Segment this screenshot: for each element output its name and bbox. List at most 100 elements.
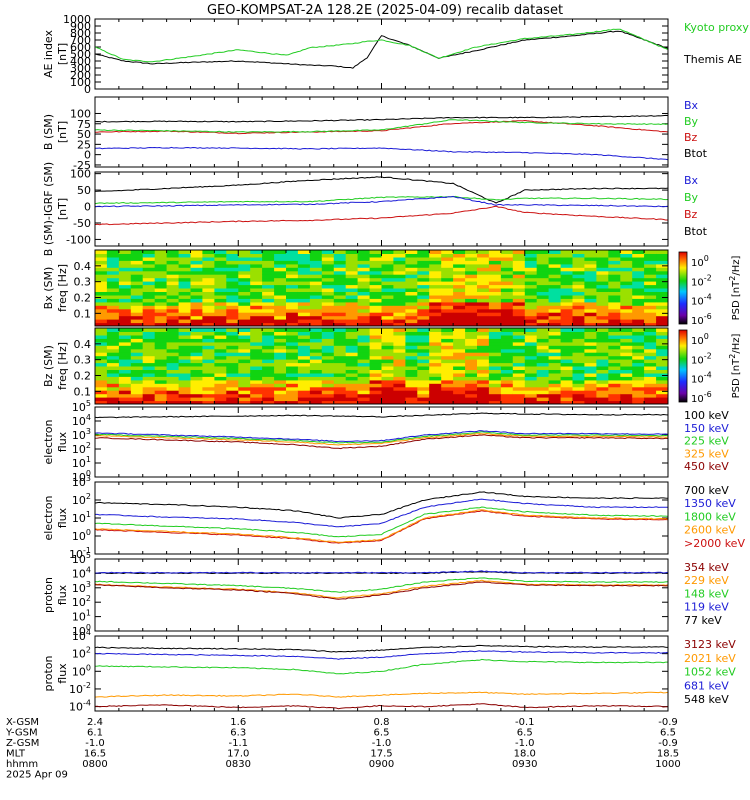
y-tick-label: 100 (70, 76, 91, 89)
y-tick-label: 100 (72, 469, 91, 484)
legend-entry: 3123 keV (684, 638, 736, 651)
legend-entry: 1350 keV (684, 497, 736, 510)
series-line (94, 577, 669, 593)
legend-entry: Btot (684, 147, 708, 160)
y-tick-label: 0.1 (74, 385, 92, 398)
x-row-value: -1.0 (515, 738, 535, 749)
y-tick-label: 50 (77, 184, 91, 197)
y-axis-label: electron (42, 420, 55, 465)
y-axis-label: flux (56, 584, 69, 605)
y-axis-label: flux (56, 507, 69, 528)
y-axis-label: [nT] (56, 198, 69, 220)
series-line (95, 498, 669, 528)
colorbar-tick-label: 10-4 (691, 293, 712, 308)
y-tick-label: 50 (77, 128, 91, 141)
y-axis-label: B (SM)-IGRF (SM) (42, 162, 55, 256)
legend-entry: Bz (684, 131, 698, 144)
y-tick-label: 0.3 (74, 354, 92, 367)
x-row-value: 6.5 (517, 728, 533, 739)
legend-entry: Bx (684, 99, 699, 112)
series-line (95, 431, 669, 444)
y-tick-label: 104 (72, 628, 91, 643)
x-row-value: 0900 (369, 759, 394, 770)
series-line (94, 28, 669, 63)
series-line (94, 412, 669, 419)
y-axis-label: proton (42, 655, 55, 691)
series-line (94, 119, 669, 133)
legend-entry: 229 keV (684, 574, 729, 587)
series-line (94, 506, 669, 538)
legend-entry: 450 keV (684, 460, 729, 473)
series-line (94, 30, 669, 69)
y-tick-label: 104 (72, 413, 91, 428)
panel-b-sm-igrf: B (SM)-IGRF (SM) [nT] -100 -50 0 50 100 Bx By Bz B… (42, 162, 708, 256)
x-row-value: 0.8 (374, 717, 390, 728)
y-tick-label: 100 (70, 107, 91, 120)
legend-entry: Bx (684, 174, 699, 187)
series-line (94, 432, 669, 446)
y-tick-label: 0 (84, 149, 91, 162)
series-line (94, 119, 669, 135)
x-row-value: 1.6 (230, 717, 246, 728)
y-tick-label: 300 (70, 62, 91, 75)
legend-entry: 700 keV (684, 484, 729, 497)
y-tick-label: 0.1 (74, 307, 92, 320)
figure-title: GEO-KOMPSAT-2A 128.2E (2025-04-09) recal… (207, 3, 563, 18)
series-line (94, 581, 668, 600)
panel-spec-bx: Bx (SM) freq [Hz] 0.1 0.2 0.3 0.4 100 10-2 10-4 1… (42, 249, 742, 327)
y-tick-label: 10-4 (69, 699, 91, 714)
series-line (94, 658, 668, 675)
x-row-value: 0800 (82, 759, 107, 770)
legend-entry: 1052 keV (684, 666, 736, 679)
legend-entry: 325 keV (684, 447, 729, 460)
y-tick-label: 101 (72, 455, 91, 470)
y-axis-label: [nT] (56, 43, 69, 65)
date-label: 2025 Apr 09 (6, 770, 68, 781)
y-tick-label: 25 (77, 138, 91, 151)
x-row-value: 16.5 (84, 749, 106, 760)
x-row-value: -0.9 (658, 738, 678, 749)
y-tick-label: 0.3 (74, 276, 92, 289)
x-row-value: -0.1 (515, 717, 535, 728)
colorbar-tick-label: 10-2 (691, 273, 712, 288)
y-tick-label: 103 (72, 580, 91, 595)
y-tick-label: 800 (70, 27, 91, 40)
series-line (94, 146, 669, 161)
legend-entry: Themis AE (683, 53, 742, 66)
x-row-value: 17.0 (227, 749, 249, 760)
legend-entry: 354 keV (684, 561, 729, 574)
legend-entry: Btot (684, 225, 708, 238)
x-row-value: -0.9 (658, 717, 678, 728)
x-row-value: 0930 (512, 759, 537, 770)
series-line (94, 195, 669, 208)
y-tick-label: 102 (72, 594, 91, 609)
legend-entry: 150 keV (684, 422, 729, 435)
y-tick-label: -100 (66, 233, 91, 246)
y-tick-label: 1000 (63, 13, 91, 26)
legend-entry: 148 keV (684, 587, 729, 600)
x-row-value: 17.5 (370, 749, 392, 760)
y-tick-label: 500 (70, 48, 91, 61)
y-axis-label: [nT] (56, 121, 69, 143)
y-tick-label: 400 (70, 55, 91, 68)
series-line (94, 571, 669, 575)
y-tick-label: 0 (84, 201, 91, 214)
spectrogram (95, 328, 669, 405)
y-tick-label: 900 (70, 20, 91, 33)
y-tick-label: 200 (70, 69, 91, 82)
y-axis-label: B (SM) (42, 114, 55, 150)
legend-entry: 548 keV (684, 693, 729, 706)
panel-ae: AE index [nT] 0100200300400500600700800900… (42, 13, 750, 96)
y-tick-label: -25 (73, 159, 91, 172)
legend-entry: 119 keV (684, 601, 729, 614)
colorbar-tick-label: 10-2 (691, 351, 712, 366)
y-tick-label: 101 (72, 609, 91, 624)
x-row-label: Z-GSM (6, 738, 39, 749)
series-line (94, 114, 669, 123)
x-row-value: -1.0 (372, 738, 392, 749)
y-tick-label: 600 (70, 41, 91, 54)
